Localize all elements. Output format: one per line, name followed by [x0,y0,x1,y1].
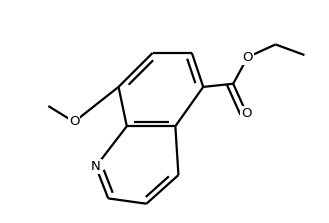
Text: N: N [91,160,101,173]
Text: O: O [241,107,252,120]
Text: O: O [242,51,253,64]
Text: O: O [69,116,79,128]
